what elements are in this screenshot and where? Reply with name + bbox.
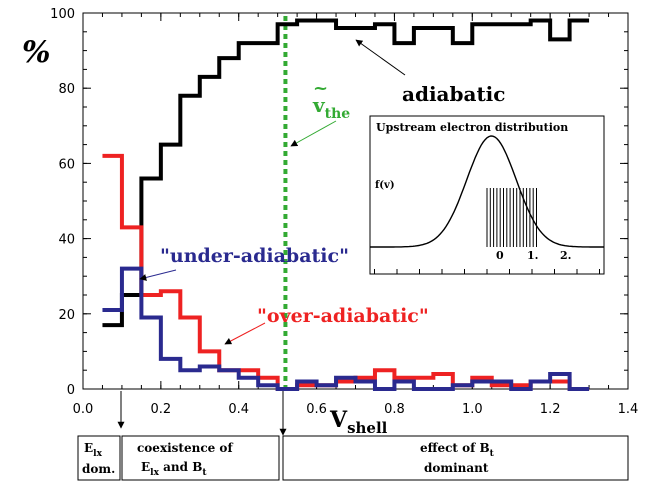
y-tick-label: 80: [58, 82, 75, 97]
region-3-line2: dominant: [424, 461, 489, 475]
region-2-line2: Elx and Bt: [141, 460, 207, 478]
region-frame-3: [282, 435, 629, 481]
region-frame-2: [121, 435, 280, 481]
x-axis-label: Vshell: [329, 407, 388, 437]
arrow-v-the: [290, 120, 337, 147]
inset-gaussian-curve: [370, 135, 604, 248]
v-the-tilde: ~: [313, 78, 328, 99]
x-tick-label: 0.0: [73, 402, 94, 417]
x-tick-label: 0.2: [151, 402, 172, 417]
arrow-adiabatic: [355, 39, 406, 76]
v-the-label: vthe: [312, 93, 350, 122]
inset-chart: Upstream electron distribution f(v) 0 1.…: [369, 115, 605, 275]
y-tick-label: 100: [50, 7, 75, 22]
annotation-over-adiabatic: "over-adiabatic": [257, 305, 429, 327]
y-tick-label: 0: [67, 383, 75, 398]
region-box-coexistence: coexistence of Elx and Bt: [121, 435, 280, 481]
x-tick-label: 1.2: [540, 402, 561, 417]
axis-ticks: [82, 12, 629, 390]
region-1-line2: dom.: [82, 462, 115, 476]
y-tick-label: 60: [58, 157, 75, 172]
x-tick-labels: 0.0 0.2 0.4 0.6 0.8 1.0 1.2 1.4: [73, 402, 639, 417]
region-frame-1: [77, 435, 121, 481]
x-tick-label: 1.0: [462, 402, 483, 417]
series-adiabatic: [102, 18, 590, 328]
inset-tick-1: 1.: [527, 249, 538, 262]
annotation-adiabatic: adiabatic: [402, 82, 505, 106]
inset-title: Upstream electron distribution: [376, 121, 568, 134]
inset-ticks: [374, 269, 600, 274]
x-tick-label: 0.8: [384, 402, 405, 417]
series-group: [102, 18, 590, 391]
annotation-under-adiabatic: "under-adiabatic": [160, 245, 349, 267]
x-tick-label: 1.4: [618, 402, 639, 417]
y-tick-labels: 0 20 40 60 80 100: [50, 7, 75, 398]
region-2-line1: coexistence of: [137, 441, 233, 455]
inset-shell-lines: [486, 188, 537, 247]
inset-tick-0: 0: [496, 249, 504, 262]
x-tick-label: 0.6: [306, 402, 327, 417]
y-axis-label: %: [22, 35, 51, 70]
series-under-adiabatic: [102, 266, 590, 391]
y-tick-label: 40: [58, 233, 75, 248]
arrow-over-adiabatic: [224, 322, 266, 345]
x-tick-label: 0.4: [228, 402, 249, 417]
region-box-elx-dominant: Elx dom.: [77, 435, 121, 481]
y-tick-label: 20: [58, 308, 75, 323]
annotation-v-the: ~ vthe: [312, 78, 350, 122]
region-3-line1: effect of Bt: [420, 441, 495, 459]
region-box-bt-dominant: effect of Bt dominant: [282, 435, 629, 481]
inset-tick-2: 2.: [560, 249, 571, 262]
region-1-line1: Elx: [84, 441, 103, 459]
inset-y-label: f(v): [375, 180, 395, 191]
arrow-under-adiabatic: [139, 269, 177, 281]
